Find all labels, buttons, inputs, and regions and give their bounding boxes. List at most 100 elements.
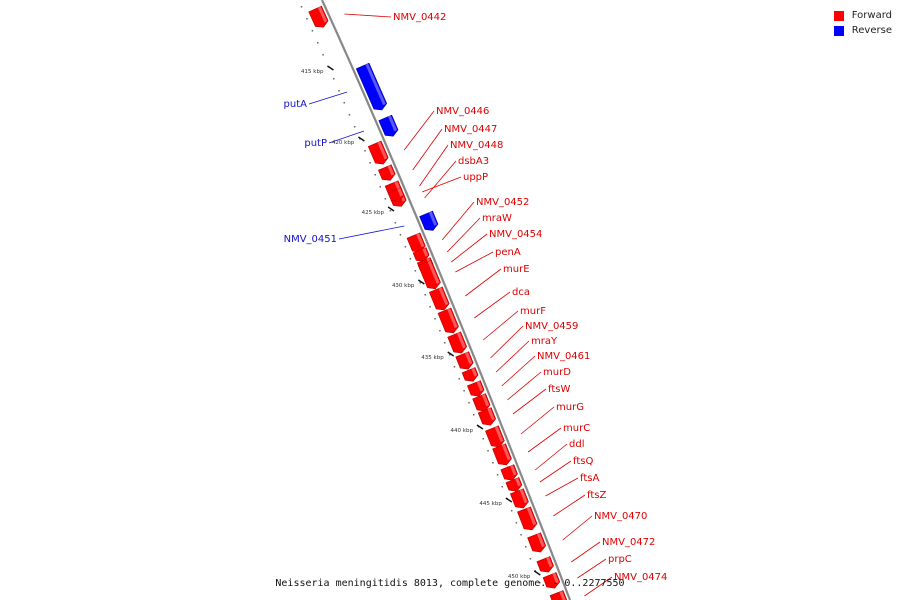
leader-line — [441, 201, 475, 241]
gene-arrow — [477, 407, 497, 426]
gene-murE — [428, 286, 450, 311]
gene-ftsZ — [517, 506, 538, 531]
scale-tick: 425 kbp — [362, 206, 395, 216]
scale-dot — [434, 318, 436, 320]
tick-label: 425 kbp — [362, 210, 385, 216]
gene-arrow — [461, 367, 479, 382]
gene-label-ftsZ: ftsZ — [553, 490, 606, 517]
gene-label-NMV_0459: NMV_0459 — [490, 321, 578, 359]
gene-NMV_0472 — [536, 556, 554, 573]
scale-dot — [306, 18, 308, 20]
scale-dot — [404, 246, 407, 248]
scale-dot — [384, 198, 387, 200]
scale-tick: 415 kbp — [301, 65, 334, 75]
gene-label-murC: murC — [527, 423, 590, 453]
leader-line — [520, 406, 555, 435]
gene-name: NMV_0447 — [444, 124, 497, 135]
gene-arrow — [419, 210, 439, 231]
leader-line — [584, 576, 613, 597]
gene-name: ftsQ — [573, 456, 593, 467]
gene-label-NMV_0474: NMV_0474 — [584, 572, 667, 597]
scale-dot — [379, 186, 382, 188]
gene-name: NMV_0452 — [476, 197, 529, 208]
gene-arrow — [412, 247, 430, 262]
gene-ftsA — [509, 488, 529, 509]
scale-dot — [463, 390, 465, 392]
gene-name: murC — [563, 423, 590, 434]
gene-name: NMV_0451 — [284, 234, 337, 245]
legend-item-reverse: Reverse — [833, 23, 892, 38]
gene-arrow — [509, 488, 529, 509]
gene-highlight — [365, 63, 386, 106]
scale-dot — [300, 6, 303, 8]
scale-dot — [353, 126, 356, 128]
gene-NMV_0461 — [467, 380, 485, 397]
leader-line — [474, 291, 511, 319]
gene-murG — [485, 425, 505, 448]
gene-NMV_0446 — [367, 140, 389, 165]
scale-dot — [448, 354, 451, 356]
scale-dot — [374, 174, 376, 176]
gene-NMV_0452 — [406, 232, 426, 253]
scale-tick: 440 kbp — [451, 424, 484, 434]
scale-dot — [399, 234, 402, 236]
gene-label-ftsW: ftsW — [512, 384, 570, 415]
gene-label-NMV_0448: NMV_0448 — [419, 140, 503, 187]
gene-putA — [355, 62, 388, 111]
gene-penA — [417, 259, 441, 290]
gene-name: murD — [543, 367, 571, 378]
scale-dot — [419, 282, 422, 284]
gene-name: uppP — [463, 172, 488, 183]
scale-dot — [389, 210, 392, 212]
gene-name: NMV_0446 — [436, 106, 489, 117]
leader-line — [308, 91, 348, 105]
scale-dot — [458, 378, 461, 380]
gene-label-NMV_0447: NMV_0447 — [412, 124, 497, 171]
leader-line — [455, 251, 494, 273]
gene-features — [308, 5, 568, 600]
gene-arrow — [472, 393, 491, 412]
tick-mark — [417, 279, 425, 285]
gene-highlight — [487, 408, 495, 421]
legend: Forward Reverse — [833, 8, 892, 38]
gene-label-ddl: ddl — [534, 439, 584, 471]
gene-uppP — [387, 187, 405, 202]
tick-label: 415 kbp — [301, 69, 324, 75]
gene-name: murF — [520, 306, 546, 317]
leader-line — [507, 371, 542, 401]
scale-dot — [496, 474, 499, 476]
scale-dot — [311, 30, 314, 32]
gene-label-murD: murD — [507, 367, 571, 401]
gene-arrow — [428, 286, 450, 311]
gene-label-NMV_0442: NMV_0442 — [344, 12, 446, 23]
gene-label-putP: putP — [304, 130, 365, 149]
gene-highlight — [456, 332, 466, 349]
leader-line — [482, 310, 519, 341]
scale-dot — [409, 258, 412, 260]
gene-arrow — [308, 5, 329, 28]
scale-dot — [539, 582, 541, 584]
gene-arrow — [387, 187, 405, 202]
gene-highlight — [510, 464, 517, 476]
gene-highlight — [481, 394, 490, 407]
tick-label: 420 kbp — [332, 140, 355, 146]
tick-mark — [357, 136, 365, 142]
gene-highlight — [536, 533, 545, 548]
gene-mraY — [461, 367, 479, 382]
gene-name: ftsZ — [587, 490, 606, 501]
tick-mark — [505, 497, 513, 503]
leader-line — [539, 460, 572, 483]
scale-tick: 450 kbp — [508, 570, 541, 580]
genome-caption: Neisseria meningitidis 8013, complete ge… — [275, 578, 625, 589]
scale-ticks: 415 kbp 420 kbp 425 kbp 430 kbp 435 kbp 440 k… — [301, 65, 541, 580]
legend-label-forward: Forward — [851, 10, 892, 21]
gene-name: dsbA3 — [458, 156, 489, 167]
gene-arrow — [437, 307, 459, 334]
gene-NMV_0474 — [549, 590, 568, 600]
gene-name: ftsA — [580, 473, 599, 484]
gene-ftsW — [477, 407, 497, 426]
leader-line — [527, 427, 562, 453]
tick-label: 435 kbp — [421, 355, 444, 361]
scale-dot — [364, 150, 366, 152]
